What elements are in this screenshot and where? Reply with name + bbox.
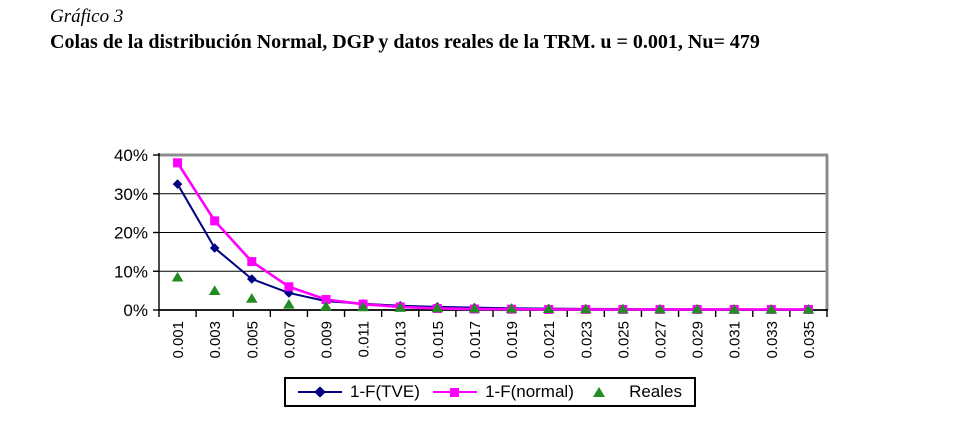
svg-text:0.005: 0.005	[244, 321, 261, 359]
svg-text:0.033: 0.033	[764, 321, 781, 359]
legend-label-normal: 1-F(normal)	[485, 382, 574, 401]
svg-text:0.009: 0.009	[319, 321, 336, 359]
svg-text:40%: 40%	[114, 146, 148, 165]
svg-text:0.019: 0.019	[504, 321, 521, 359]
svg-text:0.027: 0.027	[653, 321, 670, 359]
normal-series-marker-icon	[433, 387, 478, 398]
svg-text:0.031: 0.031	[727, 321, 744, 359]
chart-legend: 1-F(TVE) 1-F(normal) Reales	[284, 377, 696, 407]
svg-text:0.025: 0.025	[615, 321, 632, 359]
svg-text:0.001: 0.001	[170, 321, 187, 359]
svg-text:0.011: 0.011	[356, 321, 373, 357]
svg-text:0.021: 0.021	[541, 321, 558, 359]
svg-text:0.029: 0.029	[690, 321, 707, 359]
legend-item-reales: Reales	[587, 382, 682, 402]
svg-text:10%: 10%	[114, 262, 148, 281]
legend-item-tve: 1-F(TVE)	[298, 382, 420, 402]
svg-text:0.013: 0.013	[393, 321, 410, 359]
svg-text:0.015: 0.015	[430, 321, 447, 359]
figure-title: Colas de la distribución Normal, DGP y d…	[50, 31, 760, 53]
chart-canvas: 0% 10% 20% 30% 40% 0.001 0.003 0.005 0.007 0.009 0…	[114, 146, 829, 359]
figure-label: Gráfico 3	[50, 6, 124, 27]
tve-series-marker-icon	[298, 386, 342, 398]
svg-text:0.023: 0.023	[578, 321, 595, 359]
legend-label-tve: 1-F(TVE)	[350, 382, 420, 401]
svg-text:0.007: 0.007	[281, 321, 298, 359]
svg-text:30%: 30%	[114, 185, 148, 204]
svg-text:0.017: 0.017	[467, 321, 484, 359]
svg-text:20%: 20%	[114, 224, 148, 243]
svg-text:0%: 0%	[123, 301, 148, 320]
reales-series-marker-icon	[593, 387, 606, 397]
svg-text:0.003: 0.003	[207, 321, 224, 359]
svg-text:0.035: 0.035	[801, 321, 818, 359]
legend-item-normal: 1-F(normal)	[433, 382, 574, 402]
legend-label-reales: Reales	[629, 382, 682, 401]
